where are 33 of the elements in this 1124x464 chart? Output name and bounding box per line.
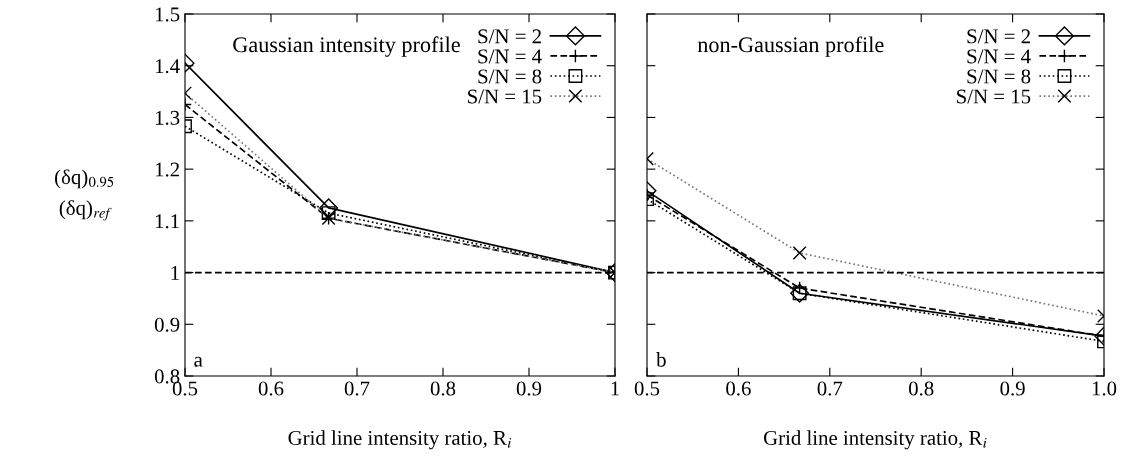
y-tick-label: 1 [171, 266, 179, 280]
annotation: a [194, 356, 203, 367]
annotation: Gaussian intensity profile [233, 36, 460, 57]
x-tick-label: 0.9 [1000, 381, 1025, 396]
annotation: non-Gaussian profile [697, 36, 884, 57]
legend-label: S/N = 2 [478, 29, 541, 44]
y-axis-title: (δq)$_{0.95}$ (δq)$_{ref}$ [55, 169, 114, 221]
x-tick-label: 0.9 [516, 381, 542, 396]
x-tick-label: 0.7 [344, 381, 370, 396]
y-tick-label: 1.3 [155, 110, 180, 125]
y-tick-label: 1.5 [155, 7, 180, 22]
legend-label: S/N = 8 [478, 69, 542, 84]
y-tick-label: 1.2 [155, 162, 179, 177]
x-tick-label: 0.7 [817, 381, 843, 396]
x-tick-label: 0.5 [634, 381, 660, 396]
legend-label: S/N = 15 [957, 89, 1031, 104]
y-tick-label: 1.1 [155, 214, 179, 229]
x-tick-label: 0.6 [726, 381, 751, 396]
x-tick-label: 0.8 [908, 381, 934, 396]
x-tick-label: 0.6 [258, 381, 284, 396]
y-tick-label: 1.4 [155, 59, 180, 74]
y-tick-label: 0.9 [154, 317, 180, 332]
legend-label: S/N = 4 [967, 49, 1031, 64]
legend-label: S/N = 15 [468, 89, 542, 104]
legend-label: S/N = 2 [967, 29, 1030, 44]
legend-label: S/N = 4 [478, 49, 542, 64]
annotation: b [656, 352, 666, 367]
x-tick-label: 1.0 [1092, 381, 1117, 396]
x-axis-title: Grid line intensity ratio, R$_{i}$ [288, 430, 512, 450]
x-tick-label: 0.8 [430, 381, 456, 396]
x-axis-title: Grid line intensity ratio, R$_{i}$ [763, 430, 987, 450]
legend-label: S/N = 8 [967, 69, 1031, 84]
x-tick-label: 1 [611, 381, 619, 396]
